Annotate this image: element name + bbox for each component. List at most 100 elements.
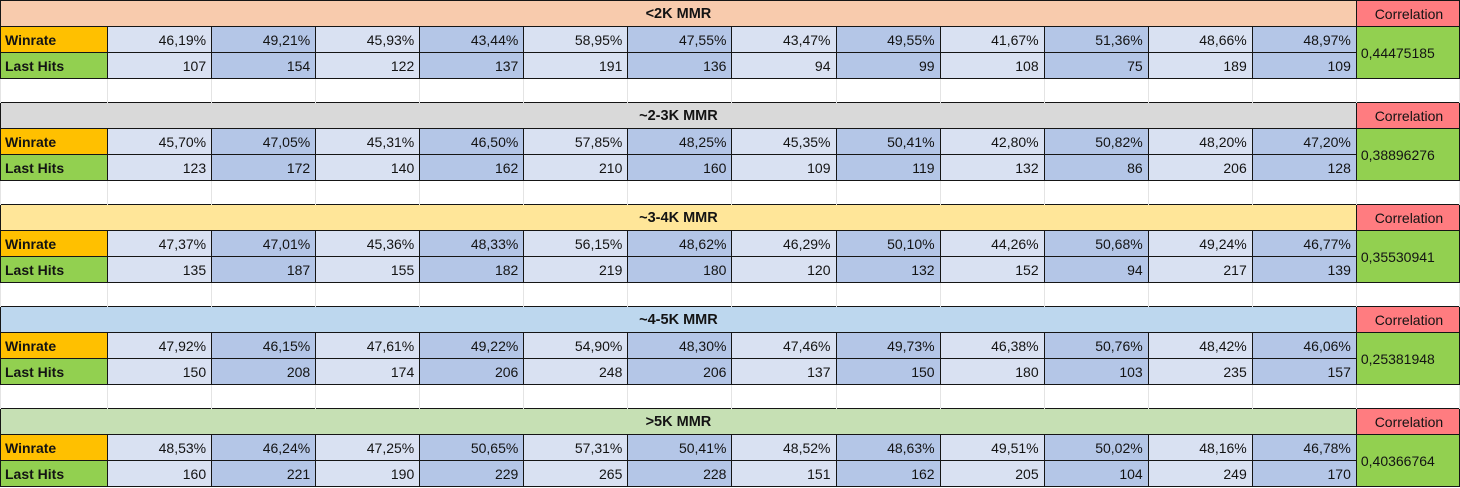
section-header[interactable]: ~4-5K MMR (0, 306, 1357, 333)
empty-cell[interactable] (211, 282, 317, 307)
empty-cell[interactable] (1147, 282, 1253, 307)
winrate-cell[interactable]: 44,26% (939, 230, 1045, 257)
winrate-cell[interactable]: 50,65% (419, 434, 525, 461)
row-label-winrate[interactable]: Winrate (0, 230, 109, 257)
last-hits-cell[interactable]: 265 (523, 460, 629, 487)
winrate-cell[interactable]: 41,67% (939, 26, 1045, 53)
winrate-cell[interactable]: 47,55% (627, 26, 733, 53)
last-hits-cell[interactable]: 104 (1043, 460, 1149, 487)
correlation-value[interactable]: 0,25381948 (1355, 332, 1460, 385)
winrate-cell[interactable]: 47,25% (315, 434, 421, 461)
winrate-cell[interactable]: 46,06% (1251, 332, 1357, 359)
section-header[interactable]: >5K MMR (0, 408, 1357, 435)
correlation-value[interactable]: 0,35530941 (1355, 230, 1460, 283)
last-hits-cell[interactable]: 122 (315, 52, 421, 79)
empty-cell[interactable] (0, 78, 109, 103)
last-hits-cell[interactable]: 190 (315, 460, 421, 487)
empty-cell[interactable] (1355, 384, 1460, 409)
winrate-cell[interactable]: 47,92% (107, 332, 213, 359)
last-hits-cell[interactable]: 210 (523, 154, 629, 181)
last-hits-cell[interactable]: 94 (1043, 256, 1149, 283)
winrate-cell[interactable]: 46,29% (731, 230, 837, 257)
last-hits-cell[interactable]: 140 (315, 154, 421, 181)
last-hits-cell[interactable]: 150 (107, 358, 213, 385)
last-hits-cell[interactable]: 152 (939, 256, 1045, 283)
winrate-cell[interactable]: 50,02% (1043, 434, 1149, 461)
last-hits-cell[interactable]: 182 (419, 256, 525, 283)
winrate-cell[interactable]: 49,24% (1147, 230, 1253, 257)
empty-cell[interactable] (1043, 384, 1149, 409)
last-hits-cell[interactable]: 137 (419, 52, 525, 79)
winrate-cell[interactable]: 46,19% (107, 26, 213, 53)
empty-cell[interactable] (939, 180, 1045, 205)
winrate-cell[interactable]: 49,22% (419, 332, 525, 359)
correlation-value[interactable]: 0,44475185 (1355, 26, 1460, 79)
last-hits-cell[interactable]: 206 (627, 358, 733, 385)
correlation-header-label[interactable]: Correlation (1355, 204, 1460, 231)
winrate-cell[interactable]: 48,66% (1147, 26, 1253, 53)
section-header[interactable]: ~2-3K MMR (0, 102, 1357, 129)
row-label-winrate[interactable]: Winrate (0, 434, 109, 461)
empty-cell[interactable] (315, 282, 421, 307)
empty-cell[interactable] (1043, 282, 1149, 307)
empty-cell[interactable] (627, 180, 733, 205)
last-hits-cell[interactable]: 103 (1043, 358, 1149, 385)
winrate-cell[interactable]: 58,95% (523, 26, 629, 53)
empty-cell[interactable] (731, 384, 837, 409)
empty-cell[interactable] (419, 78, 525, 103)
winrate-cell[interactable]: 54,90% (523, 332, 629, 359)
winrate-cell[interactable]: 45,31% (315, 128, 421, 155)
winrate-cell[interactable]: 48,97% (1251, 26, 1357, 53)
winrate-cell[interactable]: 48,52% (731, 434, 837, 461)
empty-cell[interactable] (1147, 78, 1253, 103)
empty-cell[interactable] (1251, 180, 1357, 205)
empty-cell[interactable] (315, 78, 421, 103)
last-hits-cell[interactable]: 109 (731, 154, 837, 181)
last-hits-cell[interactable]: 205 (939, 460, 1045, 487)
empty-cell[interactable] (1147, 180, 1253, 205)
winrate-cell[interactable]: 43,47% (731, 26, 837, 53)
winrate-cell[interactable]: 51,36% (1043, 26, 1149, 53)
last-hits-cell[interactable]: 187 (211, 256, 317, 283)
empty-cell[interactable] (0, 180, 109, 205)
last-hits-cell[interactable]: 221 (211, 460, 317, 487)
winrate-cell[interactable]: 56,15% (523, 230, 629, 257)
empty-cell[interactable] (939, 384, 1045, 409)
last-hits-cell[interactable]: 108 (939, 52, 1045, 79)
last-hits-cell[interactable]: 132 (939, 154, 1045, 181)
empty-cell[interactable] (1251, 78, 1357, 103)
winrate-cell[interactable]: 46,15% (211, 332, 317, 359)
winrate-cell[interactable]: 50,10% (835, 230, 941, 257)
empty-cell[interactable] (211, 180, 317, 205)
last-hits-cell[interactable]: 123 (107, 154, 213, 181)
last-hits-cell[interactable]: 208 (211, 358, 317, 385)
winrate-cell[interactable]: 48,42% (1147, 332, 1253, 359)
winrate-cell[interactable]: 48,25% (627, 128, 733, 155)
last-hits-cell[interactable]: 157 (1251, 358, 1357, 385)
winrate-cell[interactable]: 50,76% (1043, 332, 1149, 359)
last-hits-cell[interactable]: 75 (1043, 52, 1149, 79)
empty-cell[interactable] (731, 180, 837, 205)
correlation-header-label[interactable]: Correlation (1355, 0, 1460, 27)
winrate-cell[interactable]: 46,38% (939, 332, 1045, 359)
winrate-cell[interactable]: 47,05% (211, 128, 317, 155)
empty-cell[interactable] (731, 78, 837, 103)
empty-cell[interactable] (523, 282, 629, 307)
winrate-cell[interactable]: 49,55% (835, 26, 941, 53)
last-hits-cell[interactable]: 109 (1251, 52, 1357, 79)
winrate-cell[interactable]: 50,68% (1043, 230, 1149, 257)
winrate-cell[interactable]: 48,33% (419, 230, 525, 257)
last-hits-cell[interactable]: 206 (1147, 154, 1253, 181)
winrate-cell[interactable]: 48,30% (627, 332, 733, 359)
correlation-header-label[interactable]: Correlation (1355, 408, 1460, 435)
empty-cell[interactable] (627, 78, 733, 103)
row-label-last-hits[interactable]: Last Hits (0, 52, 109, 79)
winrate-cell[interactable]: 49,51% (939, 434, 1045, 461)
empty-cell[interactable] (107, 78, 213, 103)
last-hits-cell[interactable]: 180 (627, 256, 733, 283)
winrate-cell[interactable]: 57,31% (523, 434, 629, 461)
empty-cell[interactable] (1355, 180, 1460, 205)
last-hits-cell[interactable]: 151 (731, 460, 837, 487)
row-label-winrate[interactable]: Winrate (0, 26, 109, 53)
correlation-header-label[interactable]: Correlation (1355, 306, 1460, 333)
